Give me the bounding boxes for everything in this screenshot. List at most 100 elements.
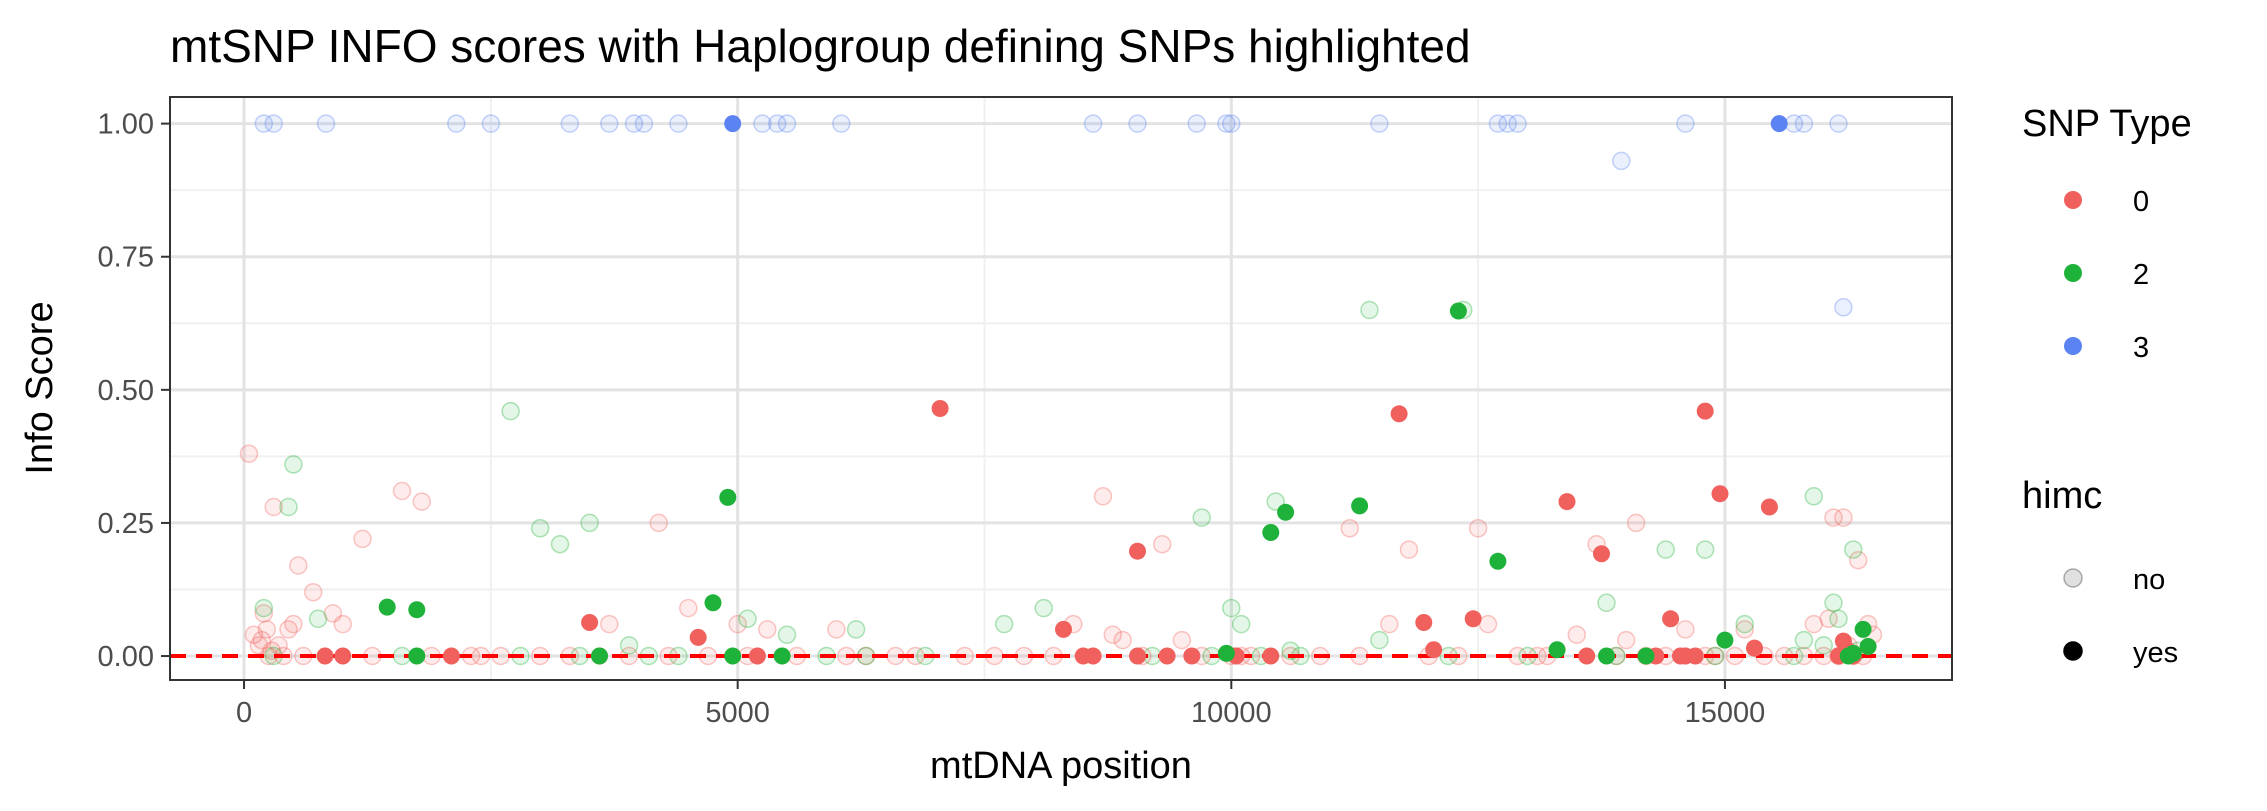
point-snp-0-himc-no [392,481,412,501]
point-snp-0-himc-yes [1129,542,1146,560]
point-snp-3-himc-no [624,114,644,133]
legend-snp-type-entries: 0 2 3 [2064,186,2149,364]
point-snp-2-himc-yes [1716,631,1734,649]
legend-himc-entries: no yes [2063,564,2178,669]
point-snp-0-himc-no [289,556,308,575]
point-snp-0-himc-yes [1760,498,1778,516]
chart-title: mtSNP INFO scores with Haplogroup defini… [170,20,1471,72]
point-snp-3-himc-no [669,114,688,133]
point-snp-2-himc-yes [1277,503,1295,521]
point-snp-3-himc-no [753,114,772,133]
point-snp-3-himc-no [316,114,336,133]
point-snp-0-himc-no [1735,620,1754,639]
point-snp-2-himc-yes [1637,647,1655,665]
point-snp-3-himc-no [1370,114,1389,133]
point-snp-0-himc-yes [1464,610,1482,628]
point-snp-3-himc-no [1083,114,1103,133]
point-snp-2-himc-no [308,609,328,629]
point-snp-0-himc-no [254,604,274,623]
legend-label-snp-3: 3 [2133,332,2149,364]
point-snp-3-himc-no [1187,114,1206,133]
point-snp-0-himc-no [1468,519,1488,538]
point-snp-3-himc-yes [1770,115,1788,133]
plot-panel-border [169,96,1953,681]
point-snp-2-himc-no [1656,540,1675,559]
point-snp-2-himc-no [1370,630,1389,650]
point-snp-2-himc-yes [1859,638,1877,655]
point-snp-0-himc-no [303,582,323,602]
point-snp-2-himc-yes [1217,644,1235,662]
point-snp-0-himc-yes [1084,647,1102,665]
legend-label-himc-no: no [2133,564,2165,596]
point-snp-0-himc-yes [1158,647,1176,665]
point-snp-2-himc-no [738,609,757,629]
point-snp-2-himc-no [550,534,570,554]
point-snp-0-himc-no [649,513,668,533]
point-snp-3-himc-no [447,114,466,133]
point-snp-0-himc-no [1819,609,1838,629]
point-snp-0-himc-yes [1558,493,1576,511]
point-snp-3-himc-no [1488,114,1508,133]
point-snp-3-himc-no [1834,298,1853,317]
point-snp-0-himc-no [1616,630,1636,650]
minor-gridlines [170,97,1952,680]
point-snp-2-himc-no [1804,487,1824,506]
point-snp-0-himc-yes [1696,402,1714,420]
point-snp-0-himc-yes [1662,610,1680,628]
point-snp-3-himc-no [777,114,797,133]
point-snp-2-himc-yes [408,647,426,665]
point-snp-0-himc-no [257,620,277,639]
point-snp-0-himc-no [1380,614,1399,634]
point-snp-2-himc-yes [1844,644,1862,662]
point-snp-2-himc-yes [1351,497,1369,515]
point-snp-0-himc-no [679,598,698,618]
point-snp-3-himc-no [767,114,787,133]
point-snp-2-himc-yes [1489,552,1507,570]
point-snp-2-himc-no [279,497,298,517]
point-snp-3-himc-no [1498,114,1517,133]
legend-title-himc: himc [2022,475,2102,517]
x-axis: 0 5000 10000 15000 [236,680,1765,729]
point-snp-2-himc-no [1814,636,1833,655]
point-snp-2-himc-no [777,625,797,644]
point-snp-2-himc-yes [591,647,608,665]
point-snp-2-himc-no [530,519,550,538]
x-tick-label: 0 [236,697,252,729]
point-snp-0-himc-no [1478,614,1498,634]
point-snp-3-himc-no [481,114,501,133]
point-snp-2-himc-yes [773,647,791,665]
point-snp-0-himc-no [728,614,747,634]
point-snp-2-himc-no [1192,508,1211,527]
point-snp-2-himc-no [846,620,866,639]
point-snp-0-himc-no [1113,630,1132,650]
point-snp-0-himc-yes [748,647,766,665]
point-snp-0-himc-yes [1578,647,1596,665]
point-snp-0-himc-no [1093,487,1113,506]
point-snp-2-himc-yes [1548,641,1566,659]
legend-key-snp-3 [2064,337,2082,355]
point-snp-0-himc-no [1804,614,1824,634]
point-snp-3-himc-no [254,114,274,133]
point-snp-0-himc-no [239,444,259,463]
y-tick-label: 0.25 [98,508,154,540]
point-snp-3-himc-no [560,114,580,133]
point-snp-3-himc-no [1676,114,1695,133]
point-snp-0-himc-no [1567,625,1587,644]
point-snp-2-himc-no [619,636,639,655]
point-snp-2-himc-yes [378,598,396,616]
x-axis-title: mtDNA position [930,745,1192,787]
point-snp-0-himc-no [353,529,372,549]
point-snp-0-himc-yes [1262,647,1280,665]
y-tick-label: 0.00 [98,641,154,673]
point-snp-2-himc-no [1222,598,1241,618]
point-snp-3-himc-no [1222,114,1241,133]
x-tick-label: 15000 [1685,697,1766,729]
point-snp-0-himc-no [244,625,264,644]
point-snp-0-himc-no [252,630,272,650]
point-snp-0-himc-no [249,636,269,655]
legend-key-himc-yes [2063,641,2083,661]
point-snp-3-himc-no [1794,114,1814,133]
point-snp-2-himc-no [1844,540,1863,559]
point-snp-2-himc-yes [1598,647,1615,665]
